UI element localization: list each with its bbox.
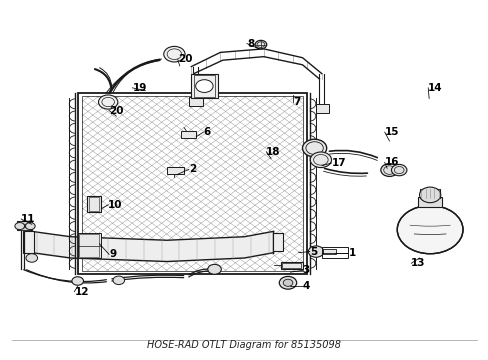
Circle shape [302,139,326,157]
Circle shape [163,46,184,62]
Circle shape [195,80,213,93]
Text: 18: 18 [265,147,280,157]
Bar [180,131,196,138]
Circle shape [419,187,440,203]
Text: 17: 17 [331,158,346,168]
Text: 20: 20 [178,54,192,64]
Bar [315,104,328,113]
Circle shape [283,279,292,286]
Bar [280,261,302,269]
Text: 3: 3 [302,265,309,275]
Text: 12: 12 [74,287,89,297]
Text: 4: 4 [302,281,309,291]
Text: 2: 2 [188,165,196,174]
Circle shape [207,264,221,274]
Bar [19,228,30,230]
Bar [272,233,283,251]
Text: 10: 10 [108,200,122,210]
Circle shape [26,254,38,262]
Circle shape [113,276,124,284]
Text: 20: 20 [109,105,123,116]
Bar [188,97,203,105]
Bar [417,197,441,207]
Circle shape [309,152,331,168]
Circle shape [380,164,397,176]
Circle shape [15,222,24,230]
Bar [420,189,439,198]
Circle shape [98,95,118,109]
Text: 13: 13 [410,258,425,268]
Text: 19: 19 [132,83,146,93]
Circle shape [255,40,266,49]
Text: 15: 15 [384,127,398,137]
Circle shape [391,165,406,176]
Bar [78,233,101,258]
Text: 11: 11 [21,214,36,224]
Bar [81,96,303,271]
Circle shape [308,246,323,257]
Text: 9: 9 [109,249,116,260]
Text: 14: 14 [427,83,442,93]
Text: 6: 6 [203,127,210,137]
Text: 8: 8 [246,39,254,49]
Circle shape [279,276,296,289]
Bar [322,249,336,254]
Text: 1: 1 [348,248,355,258]
Bar [89,197,99,211]
Bar [78,93,307,274]
Bar [17,221,32,230]
Bar [23,231,34,253]
Text: HOSE-RAD OTLT Diagram for 85135098: HOSE-RAD OTLT Diagram for 85135098 [147,340,341,350]
Text: 16: 16 [384,157,398,167]
Bar [193,76,215,97]
Bar [167,167,183,174]
Bar [191,74,218,99]
Bar [282,263,301,268]
Bar [87,196,101,212]
Text: 5: 5 [309,247,316,257]
Bar [321,247,348,258]
Bar [79,234,99,257]
Circle shape [396,206,462,254]
Circle shape [72,277,83,285]
Text: 7: 7 [292,97,300,107]
Circle shape [25,222,35,230]
Bar [19,221,30,224]
